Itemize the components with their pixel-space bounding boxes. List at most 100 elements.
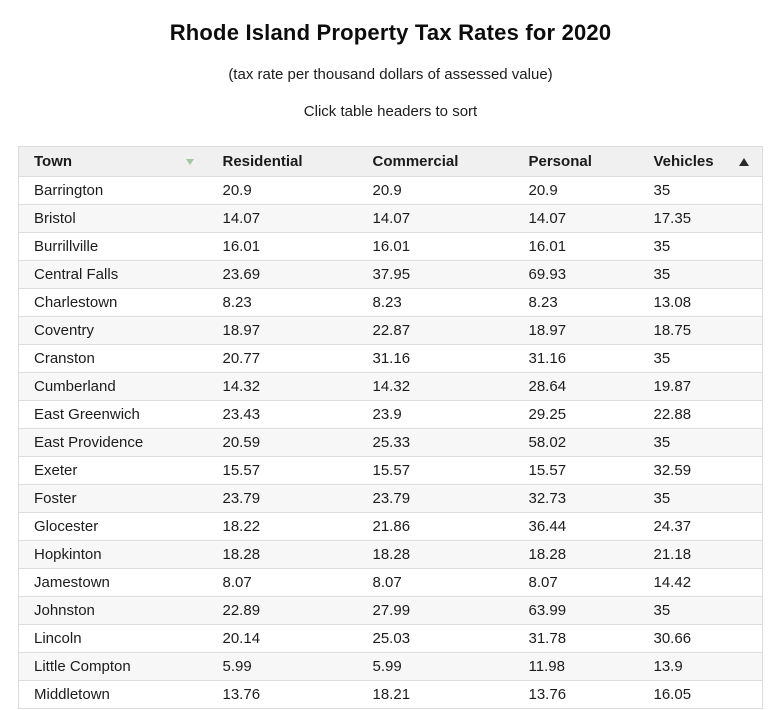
cell-vehicles: 35 (638, 232, 763, 261)
column-header-label: Commercial (372, 153, 459, 170)
table-row: Central Falls 23.69 37.95 69.93 35 (18, 260, 763, 289)
cell-town: Glocester (18, 512, 208, 541)
column-header-town[interactable]: Town (18, 146, 208, 177)
cell-vehicles: 35 (638, 596, 763, 625)
cell-town: East Greenwich (18, 400, 208, 429)
cell-town: Johnston (18, 596, 208, 625)
table-row: Glocester 18.22 21.86 36.44 24.37 (18, 512, 763, 541)
column-header-label: Residential (222, 153, 303, 170)
cell-town: East Providence (18, 428, 208, 457)
table-row: Cumberland 14.32 14.32 28.64 19.87 (18, 372, 763, 401)
cell-personal: 14.07 (513, 204, 639, 233)
column-header-personal[interactable]: Personal (513, 146, 639, 177)
cell-commercial: 23.9 (357, 400, 514, 429)
cell-residential: 20.77 (207, 344, 358, 373)
table-row: Cranston 20.77 31.16 31.16 35 (18, 344, 763, 373)
cell-personal: 18.97 (513, 316, 639, 345)
cell-personal: 32.73 (513, 484, 639, 513)
cell-residential: 15.57 (207, 456, 358, 485)
cell-commercial: 25.03 (357, 624, 514, 653)
table-header-row: Town Residential Commercial Personal Veh… (18, 146, 763, 177)
column-header-label: Personal (528, 153, 592, 170)
cell-commercial: 14.07 (357, 204, 514, 233)
cell-town: Hopkinton (18, 540, 208, 569)
cell-town: Cumberland (18, 372, 208, 401)
cell-commercial: 37.95 (357, 260, 514, 289)
cell-commercial: 5.99 (357, 652, 514, 681)
cell-town: Barrington (34, 182, 104, 199)
table-row: Jamestown 8.07 8.07 8.07 14.42 (18, 568, 763, 597)
cell-vehicles: 35 (638, 344, 763, 373)
cell-residential: 16.01 (207, 232, 358, 261)
cell-residential: 13.76 (207, 680, 358, 709)
cell-residential: 23.79 (207, 484, 358, 513)
cell-commercial: 18.28 (357, 540, 514, 569)
table-row: Middletown 13.76 18.21 13.76 16.05 (18, 680, 763, 709)
cell-town: Foster (18, 484, 208, 513)
cell-vehicles: 30.66 (638, 624, 763, 653)
cell-town: Cranston (18, 344, 208, 373)
table-row: East Providence 20.59 25.33 58.02 35 (18, 428, 763, 457)
cell-personal: 31.16 (513, 344, 639, 373)
cell-personal: 69.93 (513, 260, 639, 289)
cell-residential: 5.99 (207, 652, 358, 681)
cell-town: Little Compton (18, 652, 208, 681)
cell-vehicles: 35 (638, 428, 763, 457)
table-row: Charlestown 8.23 8.23 8.23 13.08 (18, 288, 763, 317)
cell-commercial: 8.23 (357, 288, 514, 317)
table-row: Burrillville 16.01 16.01 16.01 35 (18, 232, 763, 261)
column-header-residential[interactable]: Residential (207, 146, 358, 177)
table-row: Hopkinton 18.28 18.28 18.28 21.18 (18, 540, 763, 569)
cell-town: Burrillville (18, 232, 208, 261)
cell-personal: 18.28 (513, 540, 639, 569)
cell-personal: 11.98 (513, 652, 639, 681)
table-row: Bristol 14.07 14.07 14.07 17.35 (18, 204, 763, 233)
cell-town: Middletown (18, 680, 208, 709)
cell-residential: 23.43 (207, 400, 358, 429)
column-header-commercial[interactable]: Commercial (357, 146, 514, 177)
cell-personal: 58.02 (513, 428, 639, 457)
cell-town: Bristol (18, 204, 208, 233)
cell-commercial: 15.57 (357, 456, 514, 485)
cell-vehicles: 13.9 (638, 652, 763, 681)
cell-commercial: 21.86 (357, 512, 514, 541)
sort-instruction: Click table headers to sort (303, 103, 478, 120)
cell-commercial: 25.33 (357, 428, 514, 457)
cell-personal: 15.57 (513, 456, 639, 485)
cell-commercial: 31.16 (357, 344, 514, 373)
cell-personal: 63.99 (513, 596, 639, 625)
cell-vehicles: 32.59 (638, 456, 763, 485)
triangle-up-icon (739, 157, 749, 166)
triangle-down-icon (185, 158, 194, 165)
table-row: Little Compton 5.99 5.99 11.98 13.9 (18, 652, 763, 681)
cell-personal: 8.23 (513, 288, 639, 317)
cell-vehicles: 24.37 (638, 512, 763, 541)
page-subtitle: (tax rate per thousand dollars of assess… (228, 66, 553, 83)
column-header-vehicles[interactable]: Vehicles (638, 146, 763, 177)
cell-commercial: 23.79 (357, 484, 514, 513)
cell-vehicles: 21.18 (638, 540, 763, 569)
cell-personal: 8.07 (513, 568, 639, 597)
cell-personal: 29.25 (513, 400, 639, 429)
cell-residential: 20.14 (207, 624, 358, 653)
cell-vehicles: 19.87 (638, 372, 763, 401)
cell-residential: 18.22 (207, 512, 358, 541)
cell-commercial: 18.21 (357, 680, 514, 709)
cell-personal: 13.76 (513, 680, 639, 709)
cell-commercial: 20.9 (372, 182, 402, 199)
table-body: Barrington 20.9 20.9 20.9 35 Bristol 14.… (18, 176, 763, 709)
cell-residential: 23.69 (207, 260, 358, 289)
cell-vehicles: 16.05 (638, 680, 763, 709)
cell-town: Jamestown (18, 568, 208, 597)
cell-town: Lincoln (18, 624, 208, 653)
cell-residential: 8.23 (207, 288, 358, 317)
cell-residential: 14.07 (207, 204, 358, 233)
table-row: Exeter 15.57 15.57 15.57 32.59 (18, 456, 763, 485)
table-row: Johnston 22.89 27.99 63.99 35 (18, 596, 763, 625)
cell-vehicles: 14.42 (638, 568, 763, 597)
cell-residential: 8.07 (207, 568, 358, 597)
cell-town: Central Falls (18, 260, 208, 289)
cell-commercial: 22.87 (357, 316, 514, 345)
column-header-label: Town (34, 153, 73, 170)
